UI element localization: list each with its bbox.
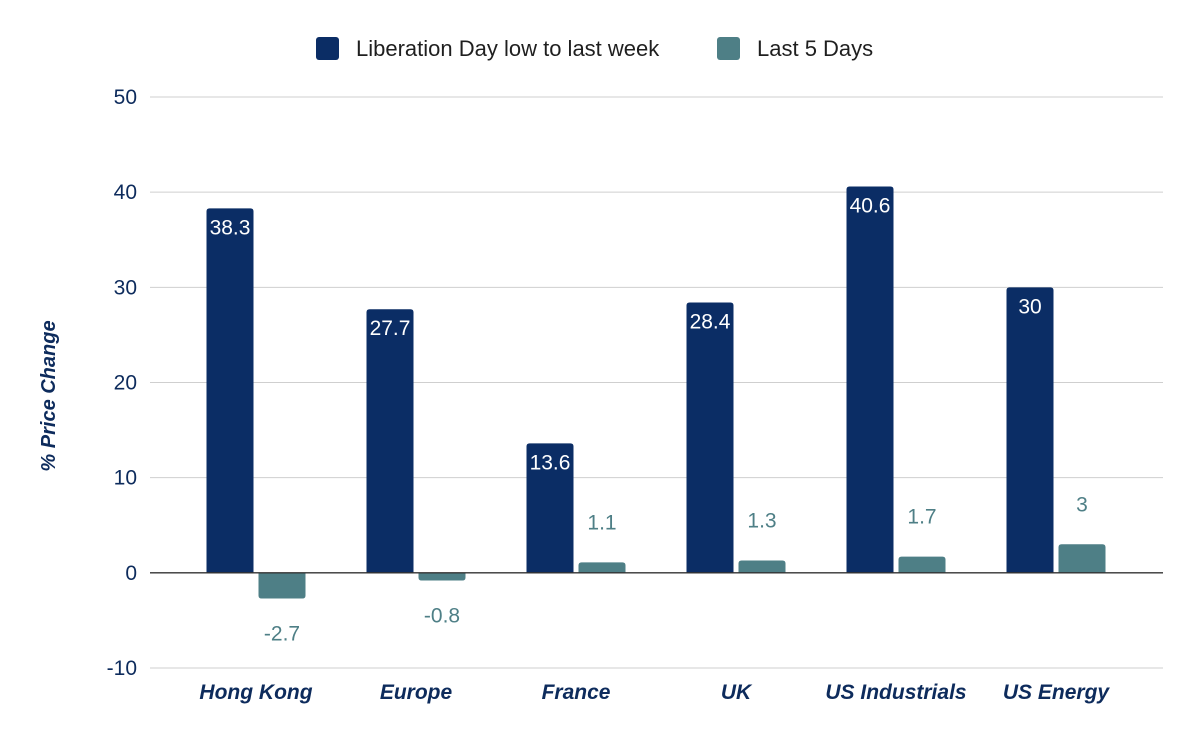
- data-label-liberation-day-low-to-last-week-us-energy: 30: [1018, 295, 1041, 318]
- bar-liberation-day-low-to-last-week-us-energy: [1006, 287, 1054, 573]
- data-labels: 38.3 -2.7 27.7 -0.8 13.6 1.1 28.4 1.3 40.6 1.7 30 3: [210, 194, 1088, 645]
- bar-last-5-days-france: [578, 562, 626, 573]
- gridlines: [150, 96, 1163, 669]
- y-tick-label: 0: [125, 562, 137, 585]
- legend-label-liberation-day-low-to-last-week: Liberation Day low to last week: [356, 36, 660, 61]
- legend-swatch-liberation-day-low-to-last-week: [316, 37, 339, 60]
- data-label-last-5-days-us-energy: 3: [1076, 493, 1088, 516]
- y-axis-ticks: -10 0 10 20 30 40 50: [107, 86, 137, 680]
- data-label-last-5-days-hong-kong: -2.7: [264, 623, 300, 646]
- legend-swatch-last-5-days: [717, 37, 740, 60]
- x-tick-label: France: [542, 681, 611, 704]
- data-label-liberation-day-low-to-last-week-us-industrials: 40.6: [850, 194, 891, 217]
- bar-liberation-day-low-to-last-week-france: [526, 443, 574, 573]
- legend-label-last-5-days: Last 5 Days: [757, 36, 873, 61]
- data-label-liberation-day-low-to-last-week-france: 13.6: [530, 451, 571, 474]
- data-label-last-5-days-uk: 1.3: [747, 509, 776, 532]
- bars: [206, 186, 1106, 599]
- x-tick-label: US Energy: [1003, 681, 1111, 704]
- x-tick-label: Europe: [380, 681, 453, 704]
- x-tick-label: UK: [721, 681, 753, 704]
- bar-last-5-days-europe: [418, 572, 466, 581]
- data-label-liberation-day-low-to-last-week-uk: 28.4: [690, 311, 731, 334]
- data-label-last-5-days-us-industrials: 1.7: [907, 506, 936, 529]
- bar-last-5-days-us-energy: [1058, 544, 1106, 573]
- bar-last-5-days-uk: [738, 560, 786, 573]
- data-label-last-5-days-europe: -0.8: [424, 604, 460, 627]
- y-tick-label: 30: [114, 276, 137, 299]
- bar-last-5-days-us-industrials: [898, 556, 946, 573]
- y-tick-label: -10: [107, 657, 137, 680]
- legend: Liberation Day low to last week Last 5 Da…: [316, 36, 873, 61]
- bar-liberation-day-low-to-last-week-us-industrials: [846, 186, 894, 573]
- bar-liberation-day-low-to-last-week-uk: [686, 302, 734, 573]
- y-tick-label: 20: [114, 372, 137, 395]
- x-axis-ticks: Hong Kong Europe France UK US Industrials US …: [199, 681, 1110, 704]
- x-tick-label: US Industrials: [825, 681, 966, 704]
- y-tick-label: 40: [114, 181, 137, 204]
- data-label-liberation-day-low-to-last-week-hong-kong: 38.3: [210, 216, 251, 239]
- y-tick-label: 10: [114, 467, 137, 490]
- data-label-liberation-day-low-to-last-week-europe: 27.7: [370, 317, 411, 340]
- bar-liberation-day-low-to-last-week-europe: [366, 309, 414, 573]
- bar-liberation-day-low-to-last-week-hong-kong: [206, 208, 254, 573]
- y-axis-label: % Price Change: [38, 320, 60, 471]
- y-tick-label: 50: [114, 86, 137, 109]
- x-tick-label: Hong Kong: [199, 681, 312, 704]
- data-label-last-5-days-france: 1.1: [587, 511, 616, 534]
- bar-last-5-days-hong-kong: [258, 572, 306, 599]
